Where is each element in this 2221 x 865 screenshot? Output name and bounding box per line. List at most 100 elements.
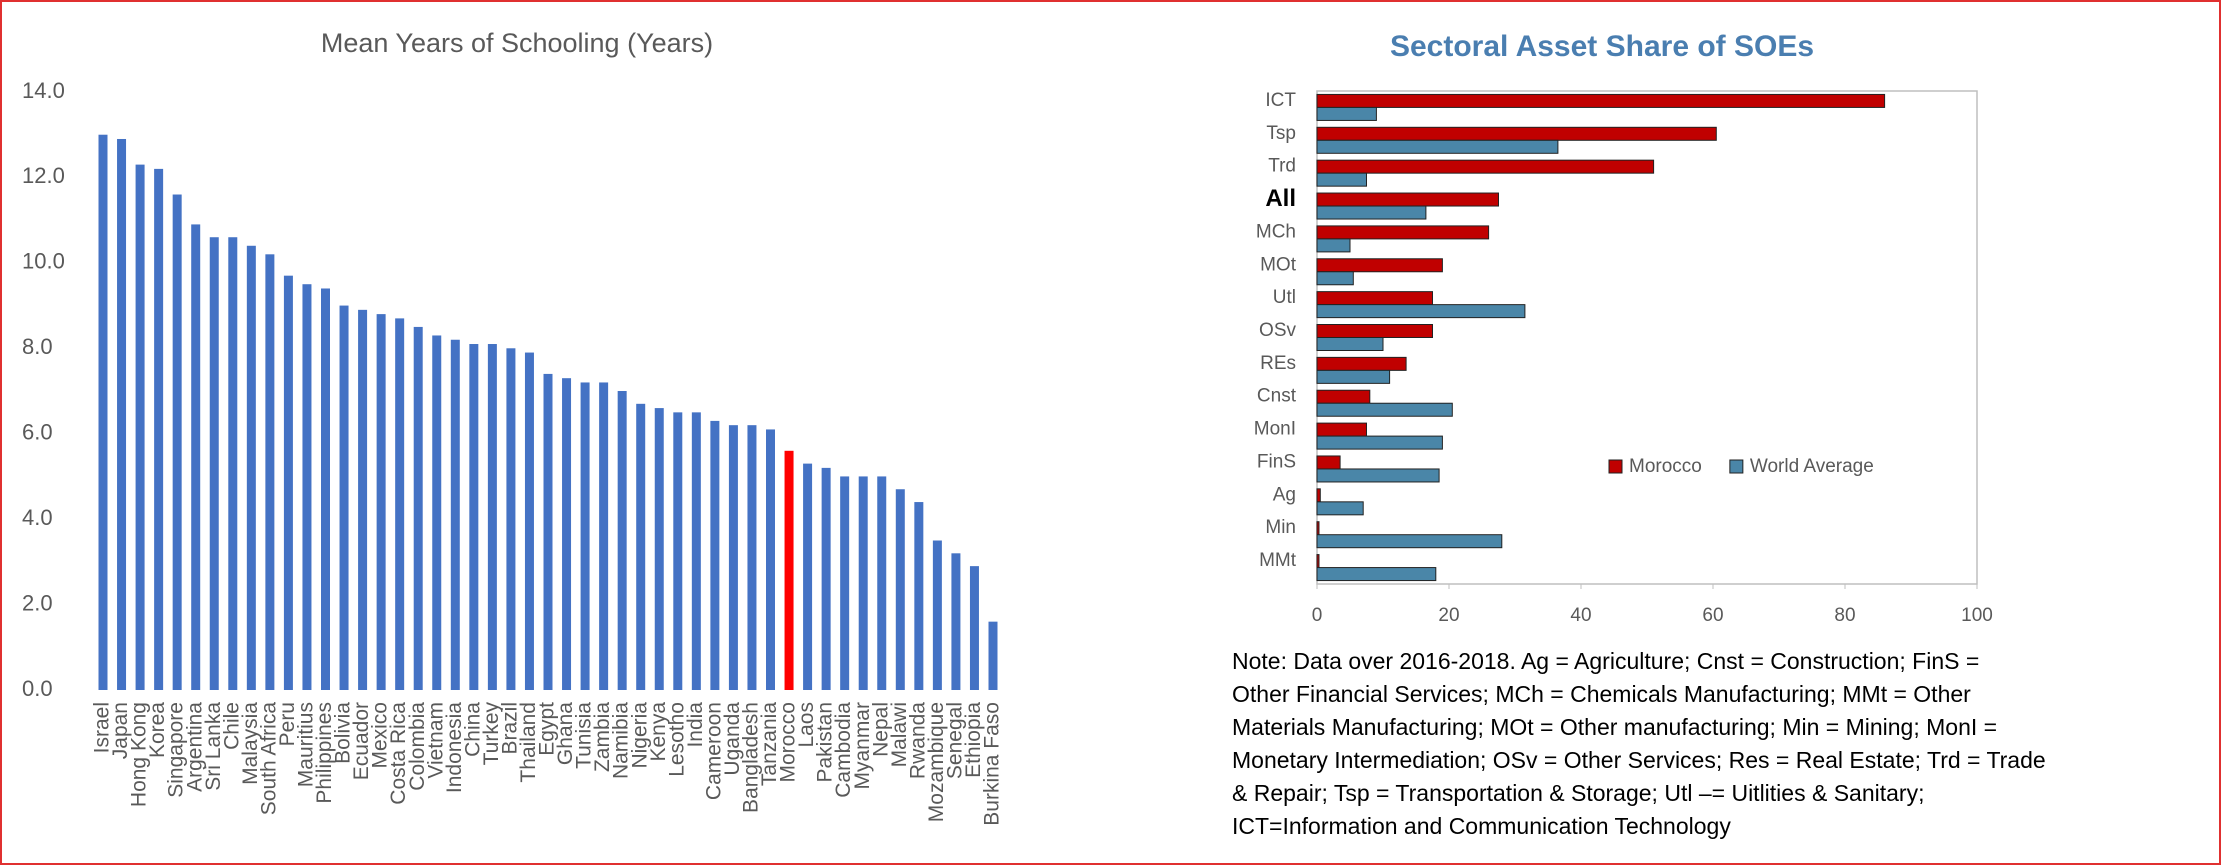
x-tick-label: Chile bbox=[220, 702, 243, 750]
bar bbox=[228, 237, 238, 690]
bar bbox=[339, 305, 349, 690]
bar bbox=[1316, 93, 1886, 108]
bar bbox=[562, 378, 572, 690]
bar bbox=[1316, 159, 1655, 174]
bar bbox=[877, 476, 887, 690]
y-tick-label: MMt bbox=[1259, 550, 1297, 571]
bar bbox=[265, 254, 275, 691]
x-tick-label: Turkey bbox=[480, 702, 503, 766]
x-tick-label: Sri Lanka bbox=[202, 702, 225, 791]
x-tick-label: Peru bbox=[276, 702, 299, 746]
bar bbox=[506, 348, 516, 690]
x-tick-label: China bbox=[461, 702, 484, 757]
legend-swatch bbox=[1608, 459, 1623, 474]
bar bbox=[932, 540, 942, 690]
x-tick-label: Ethiopia bbox=[962, 702, 985, 778]
bar bbox=[1316, 501, 1364, 516]
x-tick-label: Bolivia bbox=[332, 702, 355, 764]
bar bbox=[1316, 554, 1320, 569]
x-tick-label: Laos bbox=[795, 702, 818, 748]
bar bbox=[1316, 337, 1384, 351]
y-tick-label: Trd bbox=[1268, 156, 1296, 177]
bar bbox=[914, 502, 924, 690]
y-tick-label: 14.0 bbox=[22, 78, 65, 103]
bar bbox=[524, 352, 534, 690]
x-tick-label: Pakistan bbox=[814, 702, 837, 783]
y-tick-label: MOt bbox=[1260, 254, 1297, 275]
bar bbox=[1316, 304, 1526, 319]
x-tick-label: Myanmar bbox=[851, 702, 874, 790]
x-tick-label: Hong Kong bbox=[128, 702, 151, 807]
note-line: & Repair; Tsp = Transportation & Storage… bbox=[1232, 780, 1924, 806]
x-tick-label: Senegal bbox=[943, 702, 966, 779]
x-tick-label: 0 bbox=[1312, 605, 1323, 626]
bar bbox=[988, 621, 998, 690]
bar bbox=[135, 164, 145, 691]
bar bbox=[450, 339, 460, 690]
bar bbox=[1316, 271, 1354, 286]
bar bbox=[728, 425, 738, 690]
y-tick-label: Min bbox=[1265, 517, 1296, 538]
bar bbox=[1316, 172, 1367, 187]
x-tick-label: Bangladesh bbox=[740, 702, 763, 813]
x-tick-label: Mauritius bbox=[295, 702, 318, 787]
bar bbox=[599, 382, 609, 690]
chart-title: Sectoral Asset Share of SOEs bbox=[1390, 30, 1814, 63]
x-tick-label: Mexico bbox=[369, 702, 392, 769]
bar bbox=[1316, 106, 1377, 121]
bar bbox=[895, 489, 905, 690]
bar bbox=[1316, 356, 1407, 371]
y-tick-label: Utl bbox=[1273, 287, 1296, 308]
bar bbox=[1316, 468, 1440, 483]
bar bbox=[1316, 567, 1437, 582]
x-tick-label: Korea bbox=[146, 702, 169, 758]
bar bbox=[543, 373, 553, 690]
y-tick-label: REs bbox=[1260, 353, 1296, 374]
bar bbox=[1316, 521, 1320, 536]
bar bbox=[691, 412, 701, 690]
bar bbox=[302, 284, 312, 690]
bar bbox=[1316, 389, 1371, 404]
bar bbox=[1316, 139, 1559, 154]
x-tick-label: 20 bbox=[1438, 605, 1459, 626]
y-tick-label: ICT bbox=[1265, 90, 1296, 111]
x-tick-label: Lesotho bbox=[665, 702, 688, 777]
note-line: ICT=Information and Communication Techno… bbox=[1232, 813, 1731, 839]
x-tick-label: Mozambique bbox=[925, 702, 948, 822]
x-tick-label: Vietnam bbox=[424, 702, 447, 779]
bar bbox=[154, 168, 164, 690]
bar bbox=[1316, 455, 1341, 470]
x-tick-label: Namibia bbox=[610, 702, 633, 779]
y-tick-label: 10.0 bbox=[22, 249, 65, 274]
y-tick-label: 4.0 bbox=[22, 505, 53, 530]
bar bbox=[432, 335, 442, 690]
bar bbox=[1316, 258, 1443, 273]
bar bbox=[321, 288, 330, 690]
bar bbox=[172, 194, 182, 690]
bar bbox=[1316, 488, 1321, 503]
x-tick-label: India bbox=[684, 702, 707, 748]
x-tick-label: Argentina bbox=[183, 702, 206, 792]
x-tick-label: Malaysia bbox=[239, 702, 262, 785]
bar bbox=[358, 309, 368, 690]
note-line: Materials Manufacturing; MOt = Other man… bbox=[1232, 714, 1997, 740]
x-tick-label: Philippines bbox=[313, 702, 336, 804]
y-tick-label: Cnst bbox=[1257, 386, 1297, 407]
y-tick-label: Tsp bbox=[1266, 123, 1296, 144]
x-tick-label: Burkina Faso bbox=[981, 702, 1004, 826]
x-tick-label: Indonesia bbox=[443, 702, 466, 793]
bar bbox=[1316, 324, 1433, 338]
bar bbox=[1316, 126, 1717, 141]
x-tick-label: Morocco bbox=[777, 702, 800, 783]
y-tick-label: OSv bbox=[1259, 320, 1296, 341]
x-tick-label: Kenya bbox=[647, 702, 670, 762]
x-tick-label: Ghana bbox=[554, 702, 577, 765]
y-tick-label: 2.0 bbox=[22, 590, 53, 615]
legend-swatch bbox=[1729, 459, 1744, 474]
y-tick-label: FinS bbox=[1257, 451, 1296, 472]
y-tick-label: Ag bbox=[1273, 484, 1296, 505]
x-tick-label: Ecuador bbox=[350, 702, 373, 780]
legend-label: Morocco bbox=[1629, 456, 1702, 477]
